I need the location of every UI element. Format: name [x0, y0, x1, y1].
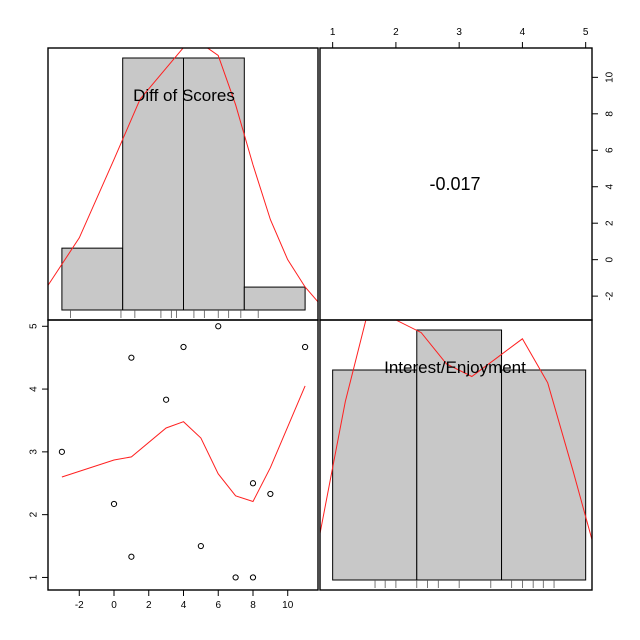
- diff-rug-marks: [70, 310, 259, 318]
- scatter-point: [180, 343, 187, 351]
- panel-diff-histogram: Diff of Scores: [47, 47, 319, 321]
- interest-bar-2: [416, 329, 503, 581]
- bottom-tick-label: 4: [181, 600, 187, 611]
- left-tick-label: 5: [29, 323, 40, 329]
- interest-variable-label: Interest/Enjoyment: [384, 358, 526, 377]
- scatter-point: [302, 343, 309, 351]
- left-tick-label: 3: [29, 449, 40, 455]
- right-tick-label: 2: [605, 220, 616, 226]
- scatter-point: [128, 553, 135, 560]
- diff-bar-1: [61, 247, 124, 311]
- scatter-point: [197, 542, 204, 550]
- top-tick-label: 1: [330, 27, 336, 38]
- panel-interest-histogram: Interest/Enjoyment: [319, 319, 593, 591]
- scatter-frame: [47, 319, 319, 591]
- diff-bar-2: [122, 57, 184, 311]
- scatter-point: [215, 323, 222, 330]
- left-tick-label: 1: [29, 574, 40, 580]
- bottom-tick-label: 6: [215, 600, 221, 611]
- right-tick-label: 4: [605, 184, 616, 190]
- bottom-tick-label: 0: [111, 600, 117, 611]
- right-tick-label: 10: [605, 71, 616, 83]
- bottom-tick-label: 8: [250, 600, 256, 611]
- interest-histogram-bars: [332, 329, 587, 581]
- bottom-tick-label: -2: [75, 600, 84, 611]
- top-tick-label: 2: [393, 27, 399, 38]
- interest-histogram-frame: [319, 319, 593, 591]
- scatter-point: [267, 490, 274, 498]
- scatter-point: [249, 574, 257, 581]
- right-tick-label: 0: [605, 256, 616, 262]
- interest-rug-marks: [374, 580, 555, 588]
- diff-variable-label: Diff of Scores: [133, 86, 235, 105]
- smoothing-line: [61, 385, 306, 503]
- correlation-value: -0.017: [429, 174, 480, 194]
- interest-density-curve: [320, 320, 592, 540]
- interest-bar-3: [501, 369, 587, 581]
- top-tick-label: 3: [456, 27, 462, 38]
- diff-histogram-bars: [61, 57, 306, 311]
- left-tick-label: 4: [29, 386, 40, 392]
- top-x-axis: 1 2 3 4 5: [330, 27, 589, 49]
- bottom-tick-label: 10: [282, 600, 294, 611]
- scatter-point: [58, 448, 65, 455]
- right-y-axis: -2 0 2 4 6 8 10: [591, 71, 616, 301]
- scatter-point: [232, 574, 239, 581]
- scatter-points: [58, 323, 309, 581]
- left-tick-label: 2: [29, 511, 40, 517]
- scatter-point: [128, 354, 135, 361]
- diff-bar-4: [243, 286, 306, 311]
- left-y-axis: 1 2 3 4 5: [29, 323, 49, 580]
- right-tick-label: 8: [605, 111, 616, 117]
- scatter-point: [110, 500, 118, 508]
- top-tick-label: 5: [583, 27, 589, 38]
- bottom-tick-label: 2: [146, 600, 152, 611]
- scatter-point: [163, 396, 170, 403]
- interest-bar-1: [332, 369, 418, 581]
- diff-density-curve: [48, 48, 318, 303]
- scatter-point: [249, 480, 257, 487]
- panel-correlation: -0.017 1 2 3 4 5 -2 0 2 4 6 8 10: [319, 27, 616, 321]
- right-tick-label: -2: [605, 291, 616, 300]
- bottom-x-axis: -2 0 2 4 6 8 10: [75, 589, 294, 611]
- top-tick-label: 4: [520, 27, 526, 38]
- right-tick-label: 6: [605, 147, 616, 153]
